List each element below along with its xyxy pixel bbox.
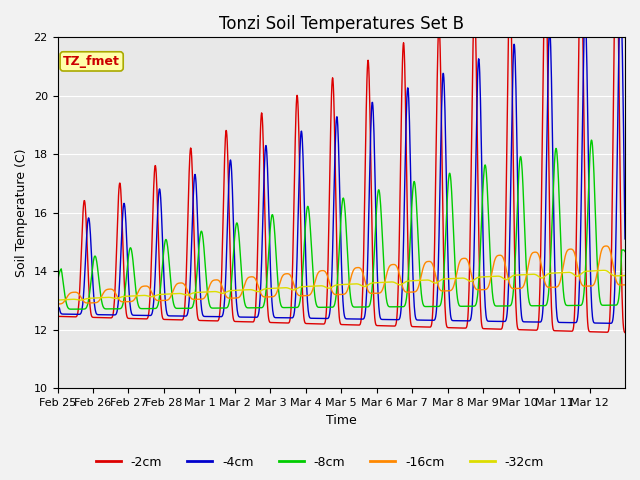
-4cm	[558, 320, 566, 325]
-4cm	[475, 57, 483, 62]
-2cm	[475, 244, 483, 250]
Line: -8cm: -8cm	[58, 140, 625, 309]
-32cm	[476, 274, 483, 280]
-4cm	[326, 304, 334, 310]
-16cm	[602, 243, 610, 249]
-2cm	[54, 313, 61, 319]
-8cm	[621, 249, 629, 254]
-8cm	[559, 276, 566, 282]
-16cm	[143, 283, 150, 289]
-32cm	[621, 273, 629, 278]
Title: Tonzi Soil Temperatures Set B: Tonzi Soil Temperatures Set B	[219, 15, 464, 33]
-32cm	[54, 297, 61, 303]
-16cm	[316, 268, 323, 274]
-32cm	[614, 273, 622, 279]
-16cm	[614, 281, 622, 287]
-16cm	[54, 301, 61, 307]
-4cm	[621, 236, 629, 242]
-8cm	[588, 137, 595, 143]
-2cm	[558, 328, 566, 334]
-32cm	[327, 285, 335, 290]
-2cm	[614, 0, 622, 1]
-2cm	[326, 141, 334, 146]
-32cm	[559, 270, 566, 276]
-2cm	[316, 321, 323, 327]
-2cm	[143, 316, 150, 322]
-4cm	[316, 315, 323, 321]
-4cm	[617, 0, 625, 3]
-2cm	[621, 330, 629, 336]
-32cm	[600, 267, 608, 273]
-32cm	[77, 297, 84, 303]
-8cm	[476, 268, 483, 274]
Y-axis label: Soil Temperature (C): Soil Temperature (C)	[15, 149, 28, 277]
-32cm	[316, 283, 324, 288]
X-axis label: Time: Time	[326, 414, 356, 427]
-32cm	[143, 293, 150, 299]
-8cm	[143, 306, 150, 312]
Line: -32cm: -32cm	[58, 270, 625, 300]
-16cm	[475, 287, 483, 293]
Line: -16cm: -16cm	[58, 246, 625, 304]
-4cm	[54, 305, 61, 311]
Legend: -2cm, -4cm, -8cm, -16cm, -32cm: -2cm, -4cm, -8cm, -16cm, -32cm	[91, 451, 549, 474]
-16cm	[621, 282, 629, 288]
Line: -2cm: -2cm	[58, 0, 625, 333]
-4cm	[143, 312, 150, 318]
-8cm	[54, 279, 61, 285]
-8cm	[614, 298, 622, 303]
-16cm	[558, 269, 566, 275]
-4cm	[614, 103, 622, 108]
Line: -4cm: -4cm	[58, 0, 625, 324]
-8cm	[67, 306, 75, 312]
-8cm	[316, 304, 324, 310]
-4cm	[607, 321, 614, 326]
-16cm	[326, 283, 334, 289]
Text: TZ_fmet: TZ_fmet	[63, 55, 120, 68]
-8cm	[327, 304, 335, 310]
